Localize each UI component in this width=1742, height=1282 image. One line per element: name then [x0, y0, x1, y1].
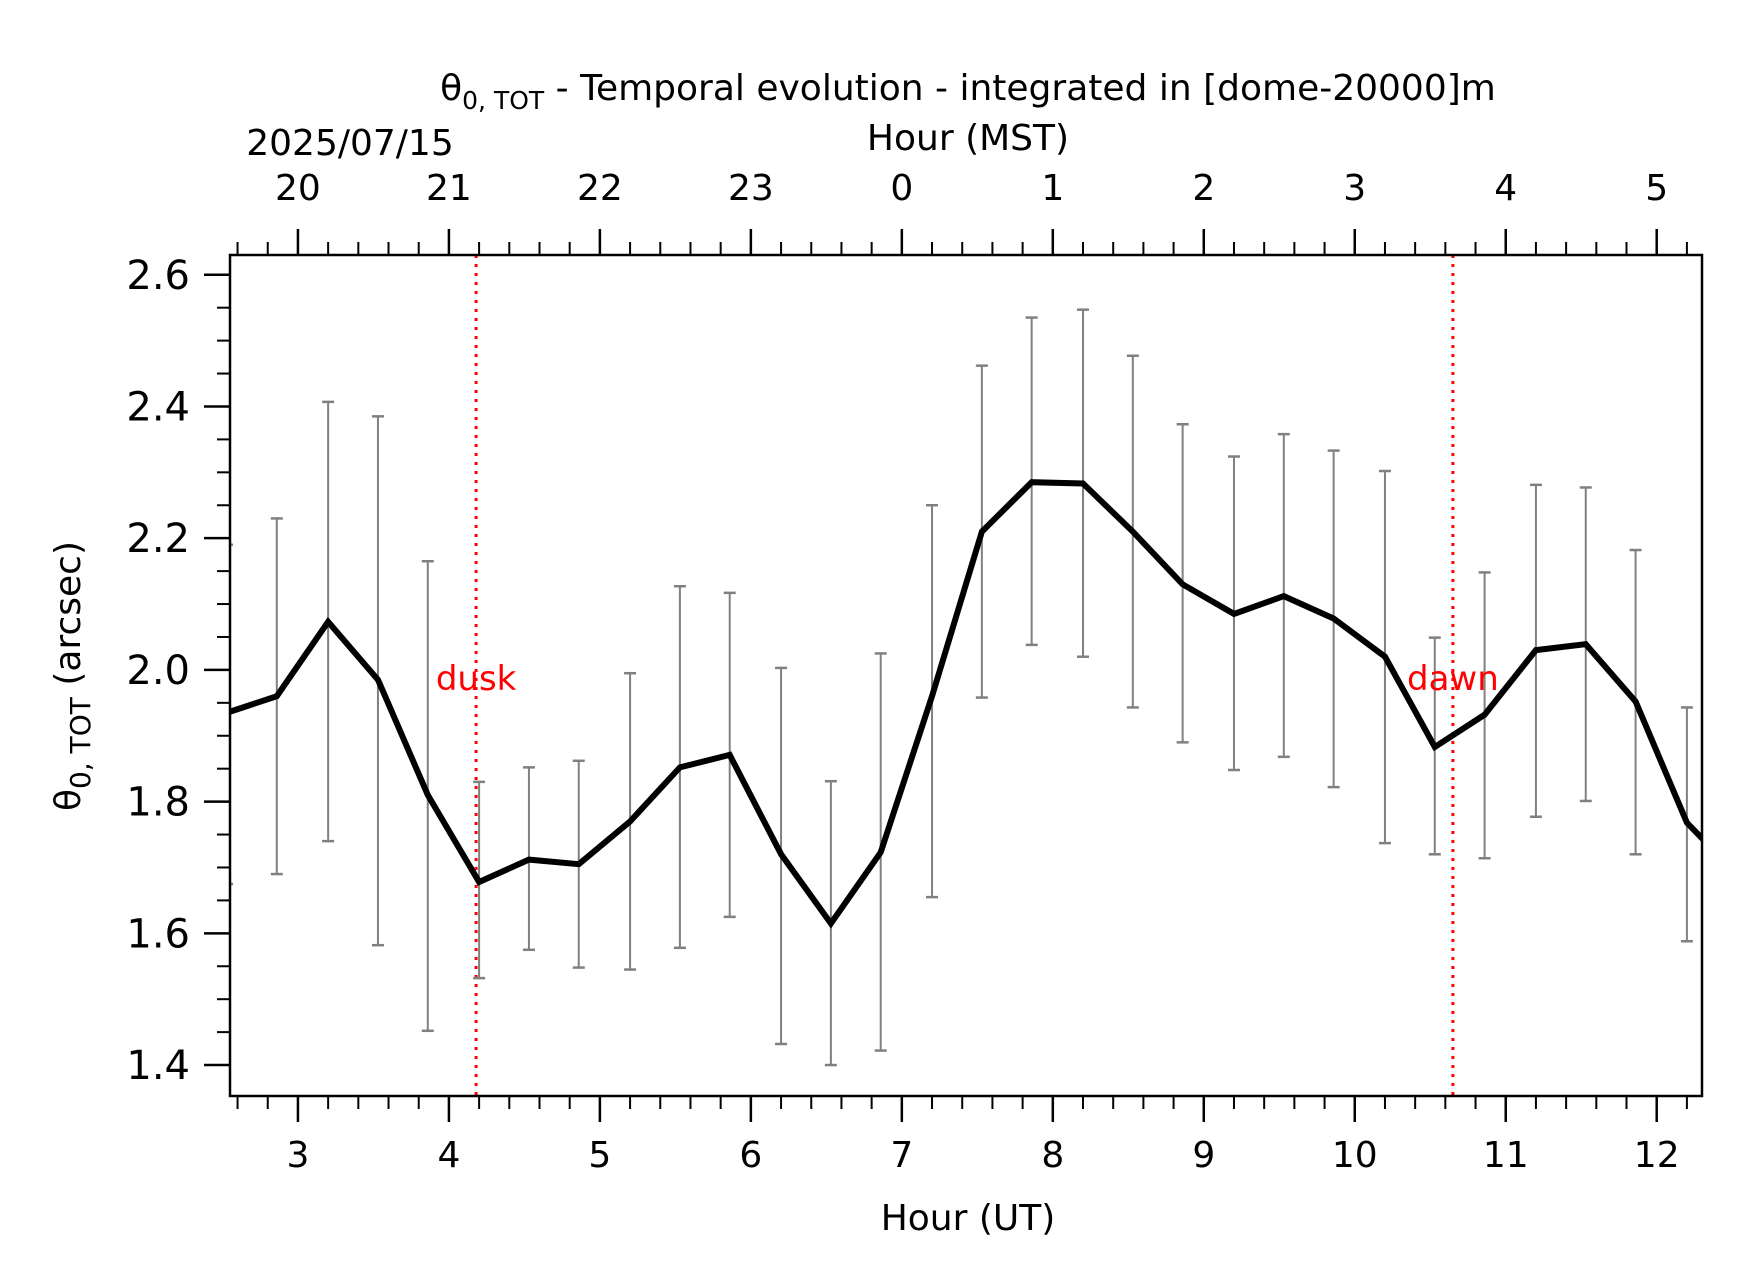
x-tick-label: 6 [739, 1135, 762, 1176]
ylabel-text: (arcsec) [48, 541, 89, 697]
y-tick-label: 2.4 [126, 384, 190, 430]
top-tick-label: 2 [1192, 168, 1215, 209]
top-tick-label: 3 [1343, 168, 1366, 209]
date-label: 2025/07/15 [246, 123, 454, 164]
top-axis-label: Hour (MST) [867, 118, 1069, 159]
y-tick-label: 2.2 [126, 516, 190, 562]
chart-title: θ0, TOT - Temporal evolution - integrate… [440, 68, 1496, 115]
y-tick-label: 1.8 [126, 780, 190, 826]
top-tick-label: 1 [1041, 168, 1064, 209]
series-line [230, 479, 1702, 929]
x-tick-label: 8 [1041, 1135, 1064, 1176]
top-tick-label: 20 [275, 168, 321, 209]
x-tick-label: 12 [1634, 1135, 1680, 1176]
x-tick-label: 7 [890, 1135, 913, 1176]
y-tick-label: 1.6 [126, 911, 190, 957]
y-tick-label: 2.6 [126, 253, 190, 299]
annotations: dusk dawn [436, 659, 1499, 699]
plot-frame [228, 253, 1704, 1098]
ylabel-subscript: 0, TOT [64, 696, 97, 789]
top-tick-label: 22 [577, 168, 623, 209]
tick-labels: 3 20 4 21 5 22 6 23 7 0 8 1 9 2 10 3 11 4 12 5 1.4 1.6 1.8 2.0 2… [126, 168, 1679, 1176]
top-tick-label: 23 [728, 168, 774, 209]
x-axis-label: Hour (UT) [881, 1198, 1056, 1239]
title-theta: θ [440, 68, 462, 109]
x-tick-label: 11 [1483, 1135, 1529, 1176]
y-tick-label: 2.0 [126, 648, 190, 694]
x-tick-label: 10 [1332, 1135, 1378, 1176]
axes-ticks [204, 229, 1688, 1122]
x-tick-label: 5 [588, 1135, 611, 1176]
ylabel-theta: θ [48, 789, 89, 811]
dawn-label: dawn [1407, 659, 1499, 699]
x-tick-label: 4 [437, 1135, 460, 1176]
y-axis-label: θ0, TOT (arcsec) [48, 541, 97, 811]
title-subscript: 0, TOT [462, 86, 545, 115]
top-tick-label: 21 [426, 168, 472, 209]
x-tick-label: 9 [1192, 1135, 1215, 1176]
y-tick-label: 1.4 [126, 1043, 190, 1089]
title-text: - Temporal evolution - integrated in [do… [544, 68, 1496, 109]
top-tick-label: 5 [1645, 168, 1668, 209]
dusk-dawn-markers [474, 255, 1455, 1096]
dusk-label: dusk [436, 659, 517, 699]
top-tick-label: 4 [1494, 168, 1517, 209]
top-tick-label: 0 [890, 168, 913, 209]
x-tick-label: 3 [286, 1135, 309, 1176]
data-series [230, 479, 1702, 929]
